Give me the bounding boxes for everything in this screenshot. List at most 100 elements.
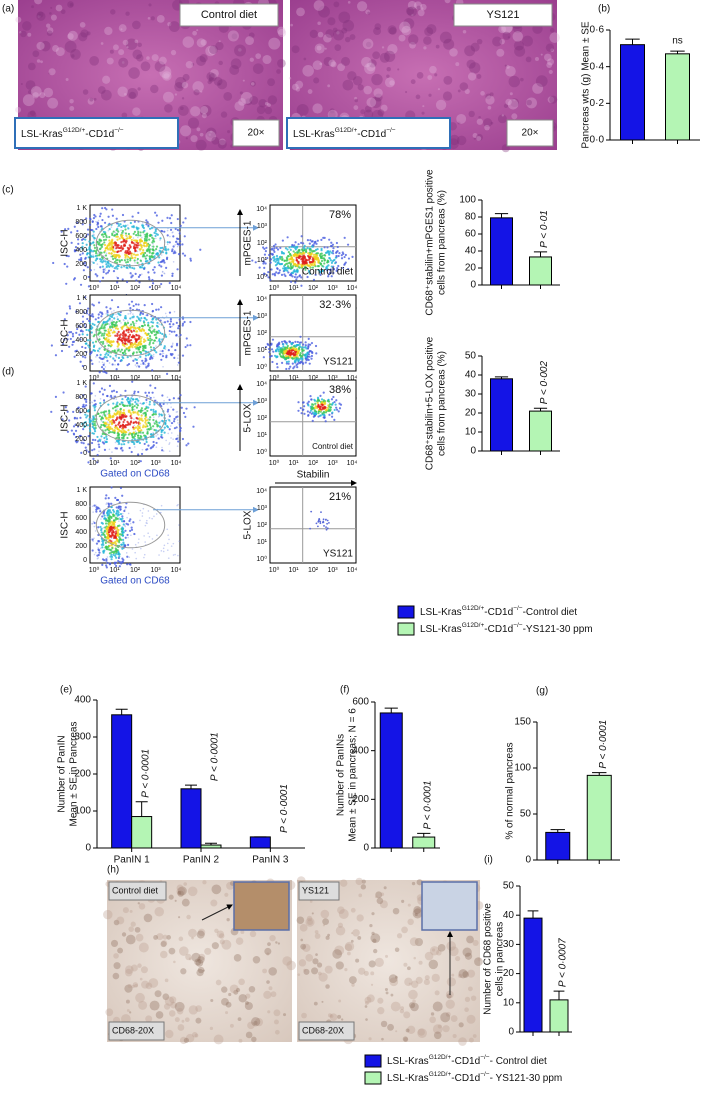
flow-scatter: [160, 504, 163, 507]
strain-mid: -CD1d: [484, 607, 513, 618]
tissue-texture: [245, 36, 254, 46]
flow-event: [117, 363, 120, 366]
flow-scatter: [114, 363, 116, 366]
flow-event: [270, 343, 273, 346]
tissue-texture: [371, 931, 375, 936]
flow-event: [319, 522, 322, 525]
flow-event: [159, 246, 162, 250]
flow-event: [276, 366, 279, 369]
flow-event: [168, 241, 171, 244]
flow-event: [175, 321, 178, 324]
tissue-texture: [191, 936, 194, 940]
flow-event: [165, 251, 168, 254]
tissue-texture: [125, 38, 138, 50]
flow-event: [99, 402, 102, 405]
flow-event: [114, 327, 118, 330]
flow-scatter: [111, 319, 113, 322]
flow-event: [117, 348, 120, 351]
tissue-texture: [253, 1020, 258, 1025]
flow-event: [103, 206, 107, 210]
flow-event: [122, 541, 125, 544]
tissue-texture: [364, 996, 372, 1004]
flow-event: [84, 413, 87, 416]
tissue-texture: [502, 31, 511, 40]
gate: [95, 309, 166, 357]
flow-event: [148, 243, 151, 247]
flow-event: [124, 544, 127, 547]
flow-event: [88, 346, 91, 349]
tissue-texture: [314, 930, 319, 934]
flow-event: [107, 264, 110, 267]
flow-event: [145, 333, 148, 337]
flow-event: [121, 213, 125, 217]
flow-event: [145, 318, 148, 321]
flow-event: [178, 423, 181, 426]
flow-event: [86, 333, 89, 336]
tissue-texture: [137, 42, 142, 48]
flow-event: [110, 531, 113, 534]
tissue-texture: [145, 982, 153, 990]
flow-event: [146, 337, 149, 340]
flow-event: [322, 391, 325, 394]
tissue-texture: [429, 1016, 436, 1024]
tissue-texture: [499, 38, 505, 45]
flow-scatter: [134, 430, 137, 433]
flow-event: [160, 413, 163, 416]
flow-event: [160, 265, 163, 268]
tissue-texture: [374, 23, 382, 30]
flow-event: [101, 218, 104, 222]
flow-event: [119, 314, 122, 317]
tissue-texture: [37, 11, 44, 18]
flow-event: [87, 344, 90, 347]
flow-event: [133, 345, 137, 349]
tissue-texture: [409, 41, 416, 49]
flow-event: [116, 531, 120, 535]
flow-event: [54, 354, 58, 357]
tissue-texture: [472, 1034, 477, 1038]
flow-event: [117, 224, 121, 227]
flow-event: [144, 339, 147, 342]
flow-event: [296, 276, 299, 279]
tissue-texture: [418, 960, 423, 965]
flow-event: [144, 344, 147, 348]
flow-event: [144, 317, 147, 320]
flow-event: [185, 444, 188, 447]
flow-event: [170, 330, 173, 333]
image-tag: YS121: [302, 885, 329, 895]
flow-scatter: [110, 311, 113, 313]
flow-scatter: [115, 356, 118, 359]
flow-event: [101, 312, 104, 316]
flow-event: [115, 222, 119, 225]
flow-event: [295, 352, 299, 356]
flow-event: [305, 261, 308, 264]
flow-event: [104, 249, 107, 252]
tissue-texture: [213, 1034, 224, 1045]
flow-scatter: [152, 431, 155, 434]
flow-event: [137, 232, 140, 235]
flow-event: [119, 447, 123, 450]
tissue-texture: [262, 968, 268, 974]
tissue-texture: [464, 45, 476, 57]
tissue-texture: [177, 890, 182, 895]
flow-scatter: [168, 450, 171, 452]
flow-event: [330, 415, 334, 418]
flow-event: [118, 442, 121, 445]
tissue-texture: [374, 895, 378, 899]
flow-event: [110, 558, 113, 561]
flow-event: [298, 341, 301, 344]
plot-tag: Control diet: [302, 267, 353, 278]
tissue-texture: [31, 5, 35, 9]
flow-event: [136, 261, 139, 264]
flow-event: [131, 435, 134, 438]
flow-event: [131, 346, 134, 349]
flow-event: [311, 266, 315, 269]
tissue-texture: [534, 56, 539, 61]
flow-event: [149, 427, 152, 431]
flow-event: [105, 306, 108, 309]
tissue-texture: [196, 38, 206, 48]
tissue-texture: [181, 1019, 185, 1023]
flow-event: [119, 246, 122, 250]
tissue-texture: [327, 84, 331, 88]
flow-x-tick: 10⁴: [171, 567, 182, 574]
flow-event: [123, 238, 126, 241]
